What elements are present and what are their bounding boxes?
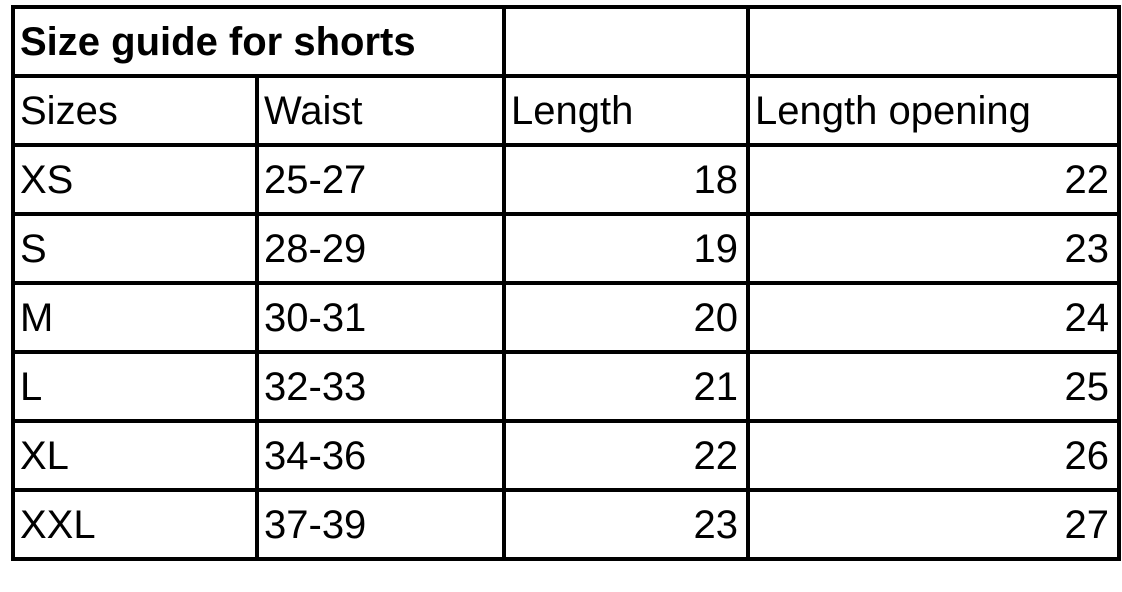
- table-row: XXL 37-39 23 27: [11, 488, 1121, 561]
- cell-size: S: [11, 212, 259, 285]
- header-waist: Waist: [255, 74, 506, 147]
- cell-length: 20: [502, 281, 750, 354]
- cell-size: L: [11, 350, 259, 423]
- header-row: Sizes Waist Length Length opening: [11, 74, 1121, 147]
- empty-cell: [746, 5, 1121, 78]
- cell-size: M: [11, 281, 259, 354]
- cell-waist: 32-33: [255, 350, 506, 423]
- header-sizes: Sizes: [11, 74, 259, 147]
- cell-size: XS: [11, 143, 259, 216]
- cell-length-opening: 24: [746, 281, 1121, 354]
- cell-length: 21: [502, 350, 750, 423]
- cell-length: 23: [502, 488, 750, 561]
- cell-size: XL: [11, 419, 259, 492]
- header-length: Length: [502, 74, 750, 147]
- cell-size: XXL: [11, 488, 259, 561]
- table-title: Size guide for shorts: [11, 5, 506, 78]
- cell-waist: 34-36: [255, 419, 506, 492]
- table-row: XL 34-36 22 26: [11, 419, 1121, 492]
- cell-length: 19: [502, 212, 750, 285]
- cell-length: 22: [502, 419, 750, 492]
- cell-waist: 30-31: [255, 281, 506, 354]
- header-length-opening: Length opening: [746, 74, 1121, 147]
- table-row: L 32-33 21 25: [11, 350, 1121, 423]
- table-row: S 28-29 19 23: [11, 212, 1121, 285]
- size-guide-table: Size guide for shorts Sizes Waist Length…: [11, 5, 1121, 561]
- cell-waist: 37-39: [255, 488, 506, 561]
- cell-length-opening: 25: [746, 350, 1121, 423]
- table-row: M 30-31 20 24: [11, 281, 1121, 354]
- table-row: XS 25-27 18 22: [11, 143, 1121, 216]
- cell-length: 18: [502, 143, 750, 216]
- cell-waist: 28-29: [255, 212, 506, 285]
- empty-cell: [502, 5, 750, 78]
- cell-length-opening: 26: [746, 419, 1121, 492]
- cell-waist: 25-27: [255, 143, 506, 216]
- cell-length-opening: 22: [746, 143, 1121, 216]
- cell-length-opening: 23: [746, 212, 1121, 285]
- cell-length-opening: 27: [746, 488, 1121, 561]
- title-row: Size guide for shorts: [11, 5, 1121, 78]
